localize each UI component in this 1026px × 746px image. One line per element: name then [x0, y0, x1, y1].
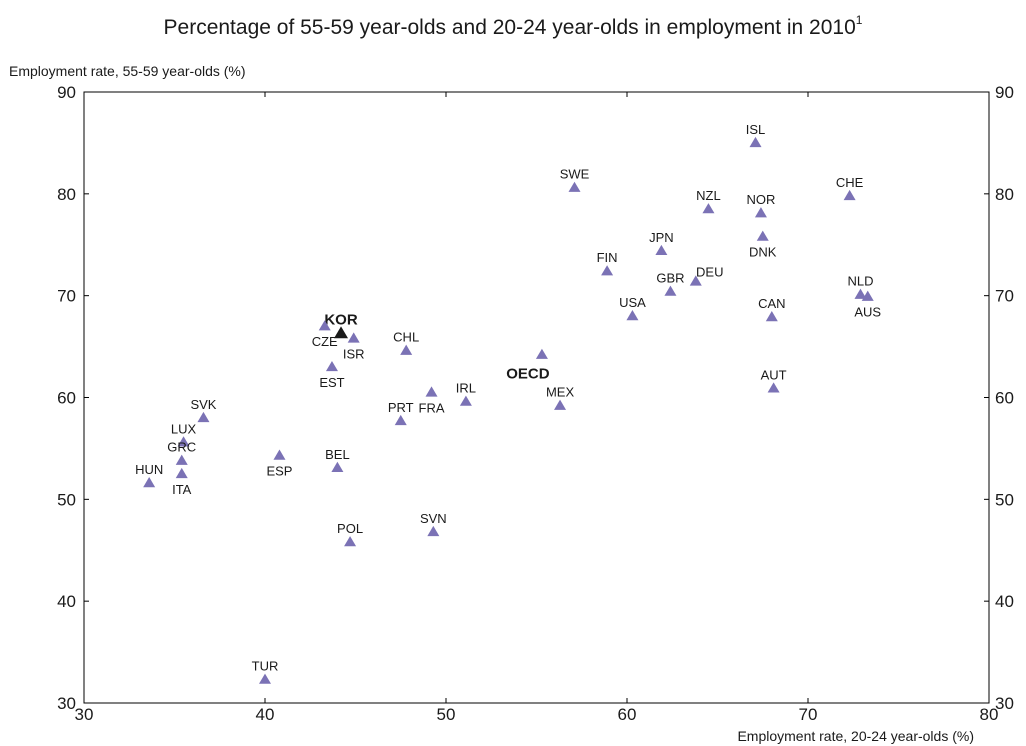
point-marker-hun	[143, 477, 156, 488]
point-label-fin: FIN	[597, 250, 618, 265]
y-tick-label-right: 90	[995, 83, 1014, 102]
x-tick-label: 80	[980, 705, 999, 724]
point-marker-pol	[344, 536, 357, 547]
point-marker-est	[325, 360, 338, 372]
point-marker-jpn	[655, 244, 668, 256]
x-tick-label: 70	[799, 705, 818, 724]
point-marker-aus	[861, 290, 874, 301]
point-marker-kor	[334, 326, 349, 339]
point-marker-oecd	[535, 348, 548, 359]
point-label-dnk: DNK	[749, 245, 777, 260]
point-marker-cze	[318, 320, 331, 331]
chart-title: Percentage of 55-59 year-olds and 20-24 …	[0, 13, 1026, 40]
point-label-esp: ESP	[266, 464, 292, 479]
point-marker-isl	[749, 136, 762, 148]
point-label-isr: ISR	[343, 346, 365, 361]
point-marker-grc	[175, 454, 188, 465]
point-marker-nor	[754, 207, 767, 218]
y-tick-label-right: 50	[995, 490, 1014, 509]
point-label-deu: DEU	[696, 264, 723, 279]
point-label-can: CAN	[758, 296, 785, 311]
point-label-nzl: NZL	[696, 188, 721, 203]
x-tick-label: 50	[437, 705, 456, 724]
point-marker-fra	[425, 386, 438, 397]
point-marker-chl	[400, 344, 413, 355]
point-marker-tur	[259, 673, 271, 684]
point-label-chl: CHL	[393, 330, 419, 345]
y-tick-label-right: 60	[995, 389, 1014, 408]
y-axis-label: Employment rate, 55-59 year-olds (%)	[9, 63, 246, 79]
x-tick-label: 60	[618, 705, 637, 724]
point-marker-ita	[175, 467, 188, 479]
y-tick-label: 30	[57, 694, 76, 713]
point-label-swe: SWE	[560, 167, 590, 182]
point-marker-che	[843, 189, 856, 201]
y-tick-label-right: 30	[995, 694, 1014, 713]
point-label-pol: POL	[337, 521, 363, 536]
point-label-nld: NLD	[847, 274, 873, 289]
y-tick-label: 70	[57, 287, 76, 306]
point-label-grc: GRC	[167, 440, 196, 455]
point-label-gbr: GBR	[656, 271, 684, 286]
point-marker-fin	[601, 265, 614, 276]
point-marker-mex	[554, 399, 567, 410]
point-label-nor: NOR	[746, 192, 775, 207]
point-marker-usa	[626, 310, 639, 321]
point-label-jpn: JPN	[649, 230, 674, 245]
point-marker-nld	[854, 288, 867, 299]
point-label-oecd: OECD	[506, 366, 550, 383]
y-tick-label-right: 80	[995, 185, 1014, 204]
point-marker-svk	[197, 411, 210, 423]
point-marker-prt	[394, 414, 407, 426]
point-marker-swe	[568, 181, 581, 192]
point-marker-lux	[177, 436, 190, 447]
point-marker-aut	[767, 382, 780, 393]
y-tick-label: 60	[57, 389, 76, 408]
point-marker-can	[765, 311, 778, 322]
point-label-aut: AUT	[761, 367, 787, 382]
point-label-est: EST	[319, 375, 344, 390]
point-label-lux: LUX	[171, 421, 197, 436]
point-label-bel: BEL	[325, 447, 350, 462]
point-label-ita: ITA	[172, 482, 192, 497]
point-marker-dnk	[756, 230, 769, 241]
y-tick-label-right: 40	[995, 592, 1014, 611]
y-tick-label-right: 70	[995, 287, 1014, 306]
point-label-irl: IRL	[456, 381, 476, 396]
x-tick-label: 40	[256, 705, 275, 724]
point-label-hun: HUN	[135, 462, 163, 477]
point-marker-nzl	[702, 203, 715, 214]
point-label-fra: FRA	[419, 400, 445, 415]
point-label-aus: AUS	[854, 305, 881, 320]
point-label-isl: ISL	[746, 122, 766, 137]
point-marker-svn	[427, 525, 440, 537]
point-label-tur: TUR	[252, 659, 279, 674]
x-tick-label: 30	[75, 705, 94, 724]
y-tick-label: 90	[57, 83, 76, 102]
point-marker-bel	[331, 461, 344, 472]
chart-title-text: Percentage of 55-59 year-olds and 20-24 …	[163, 16, 856, 39]
y-tick-label: 40	[57, 592, 76, 611]
point-label-che: CHE	[836, 175, 864, 190]
point-label-mex: MEX	[546, 385, 575, 400]
point-marker-isr	[347, 332, 360, 343]
point-label-cze: CZE	[312, 334, 338, 349]
point-marker-irl	[459, 395, 472, 406]
point-label-svn: SVN	[420, 511, 447, 526]
y-tick-label: 80	[57, 185, 76, 204]
x-axis-label: Employment rate, 20-24 year-olds (%)	[737, 728, 974, 744]
point-marker-deu	[689, 275, 702, 286]
point-marker-gbr	[664, 285, 677, 296]
point-label-usa: USA	[619, 295, 646, 310]
point-label-kor: KOR	[324, 311, 358, 328]
title-footnote-marker: 1	[855, 13, 863, 27]
y-tick-label: 50	[57, 490, 76, 509]
point-label-prt: PRT	[388, 400, 414, 415]
point-label-svk: SVK	[190, 397, 216, 412]
point-marker-esp	[273, 449, 286, 460]
